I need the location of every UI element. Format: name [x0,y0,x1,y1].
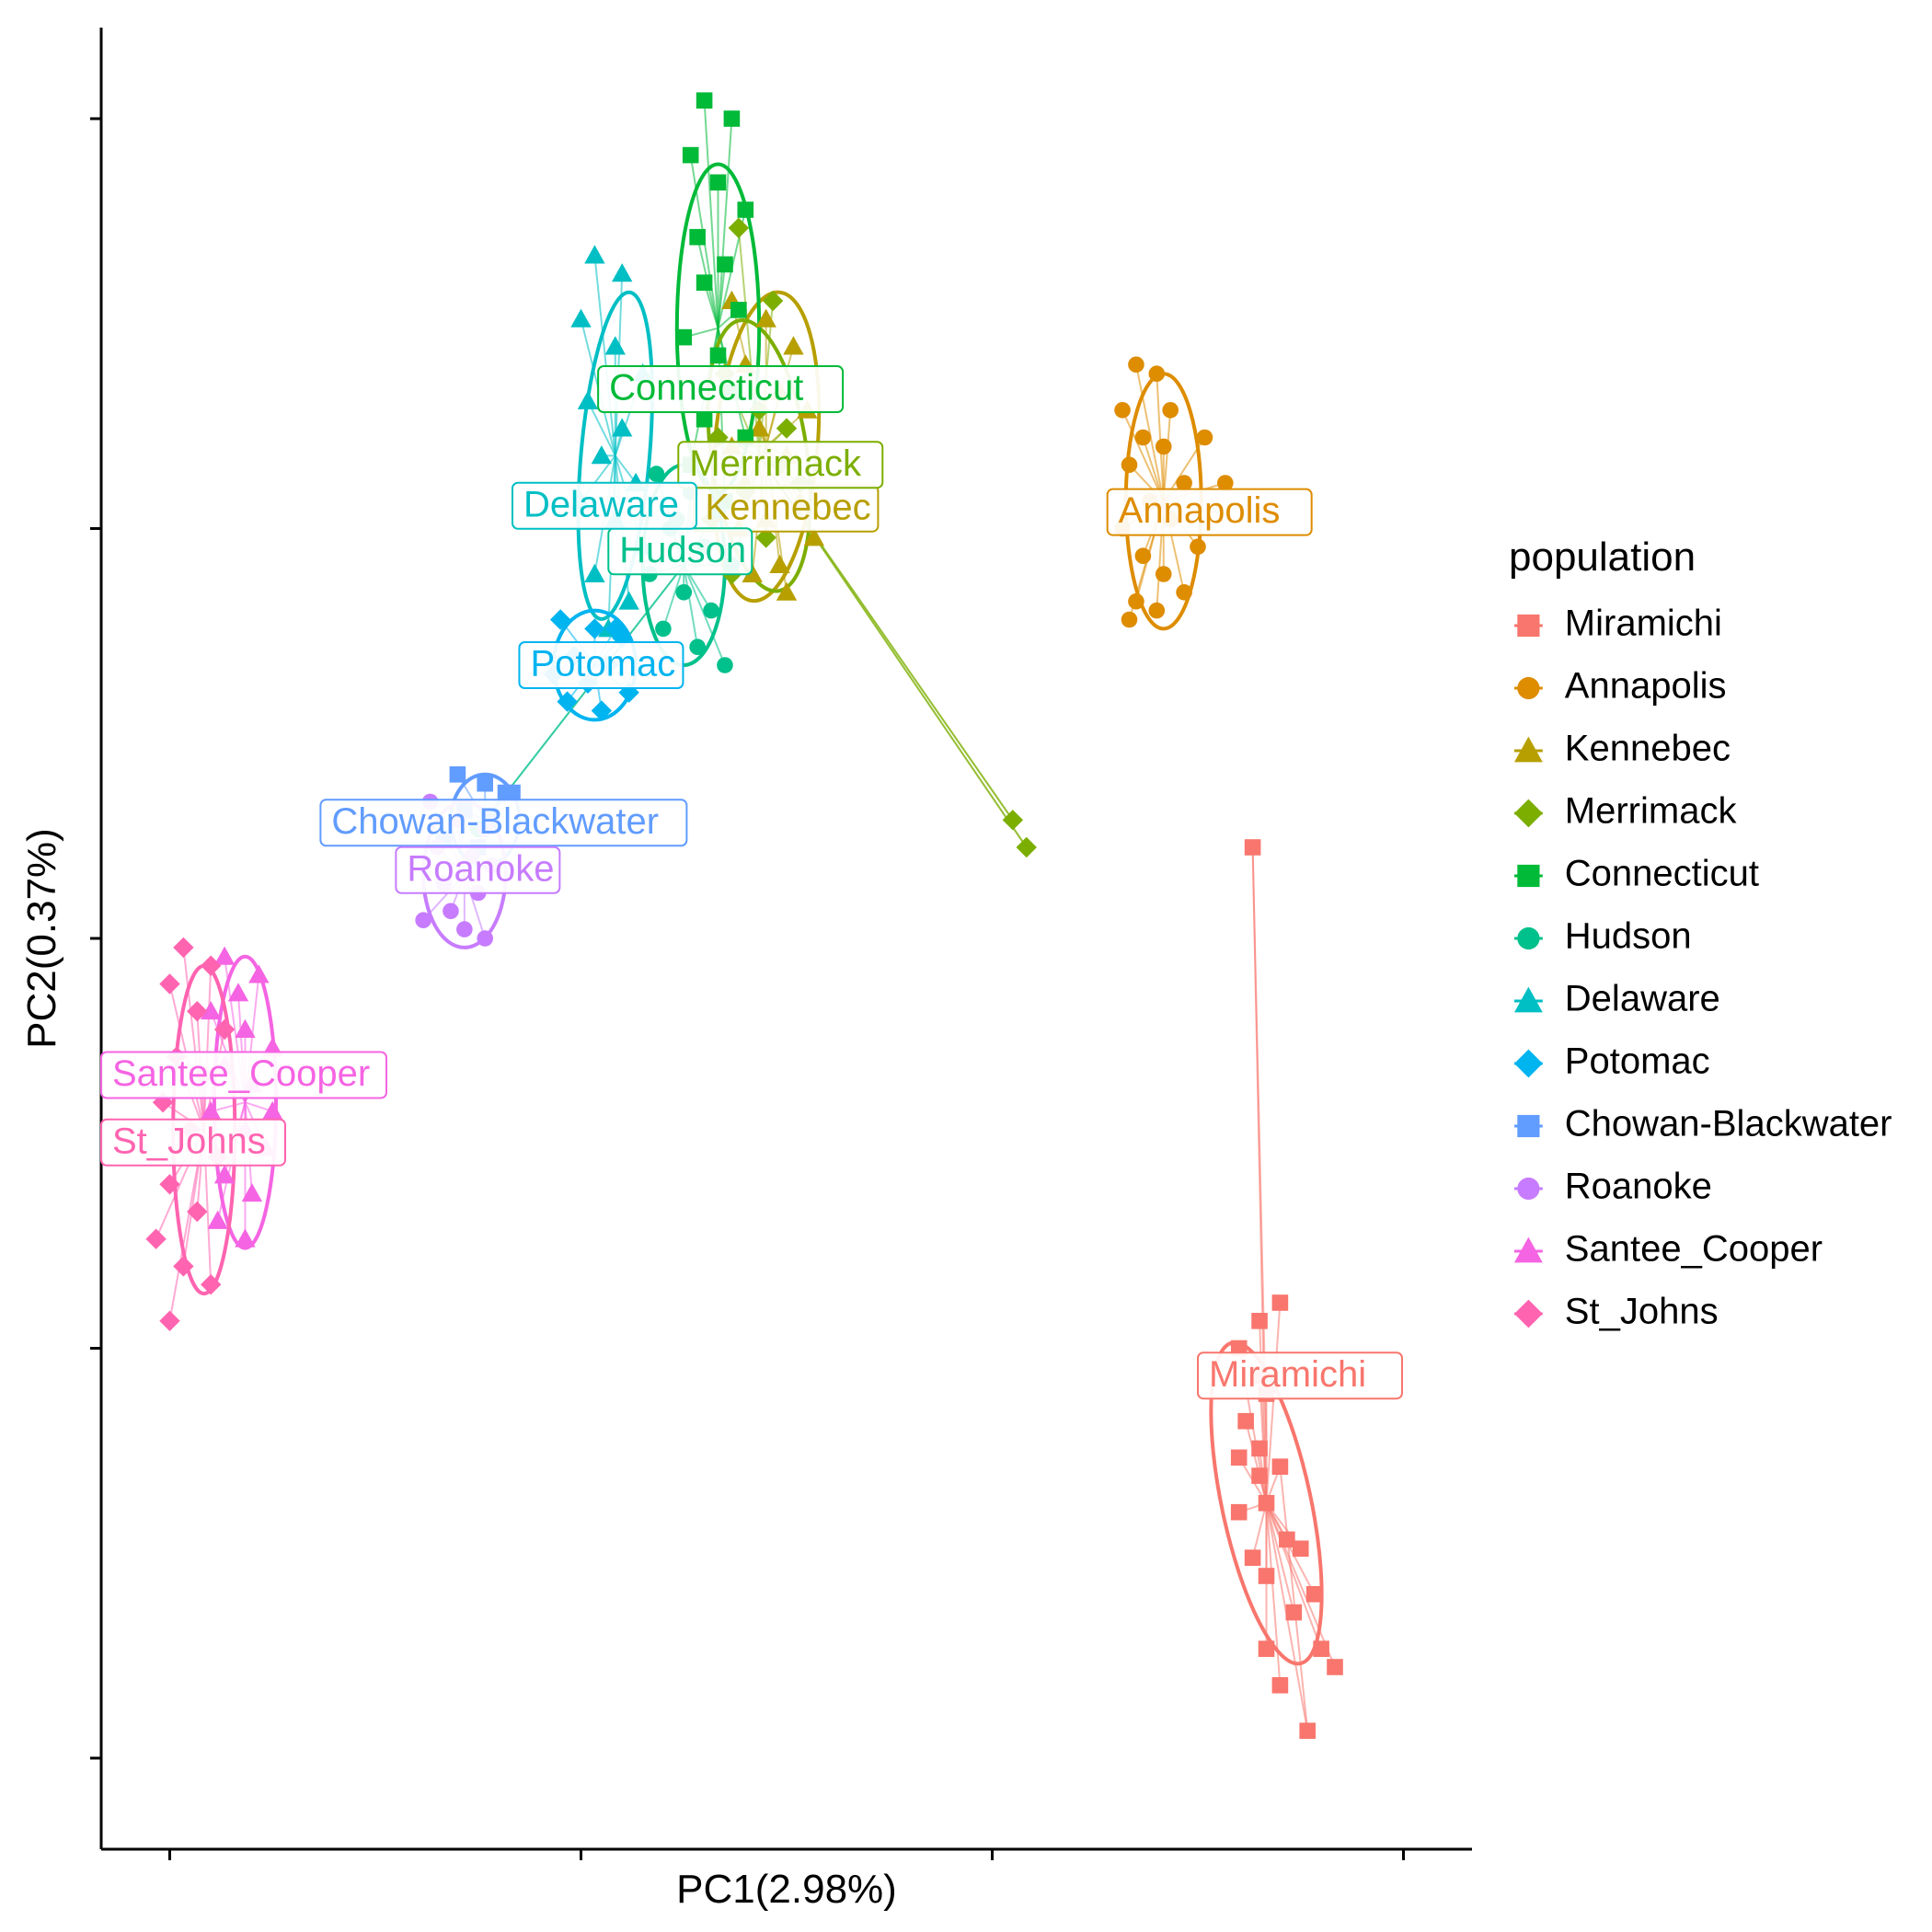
legend-item-label: Delaware [1565,979,1720,1019]
legend-item-label: Annapolis [1565,666,1727,707]
legend-item-label: St_Johns [1565,1292,1719,1332]
legend: population Miramichi Annapolis Kennebec Merr… [1509,535,1892,1332]
legend-item-label: Hudson [1565,916,1692,957]
cluster-label-text: Kennebec [705,487,870,527]
legend-item-label: Kennebec [1565,729,1731,769]
legend-item-label: Merrimack [1565,791,1738,832]
y-axis-label: PC2(0.37%) [19,828,64,1049]
legend-item-label: Miramichi [1565,604,1722,644]
cluster-label-text: Annapolis [1119,490,1281,531]
x-axis-label: PC1(2.98%) [676,1867,897,1912]
cluster-label-text: Potomac [530,644,675,684]
legend-item-label: Roanoke [1565,1167,1712,1207]
cluster-label-text: St_Johns [112,1121,266,1161]
cluster-label-text: Delaware [523,484,679,524]
pca-scatter-chart: PC1(2.98%) PC2(0.37%) Miramichi Annapolis Ke… [0,0,1932,1932]
legend-item-label: Santee_Cooper [1565,1229,1823,1270]
cluster-label-text: Chowan-Blackwater [331,801,659,842]
cluster-label-text: Santee_Cooper [112,1053,370,1094]
cluster-label-text: Connecticut [609,368,803,408]
cluster-label-text: Roanoke [407,848,554,889]
legend-item-label: Connecticut [1565,854,1759,894]
cluster-label-text: Miramichi [1209,1354,1366,1395]
cluster-label-text: Merrimack [689,443,862,484]
legend-title: population [1509,535,1696,580]
legend-item-label: Potomac [1565,1041,1710,1082]
legend-item-label: Chowan-Blackwater [1565,1104,1892,1144]
cluster-label-text: Hudson [619,530,746,570]
